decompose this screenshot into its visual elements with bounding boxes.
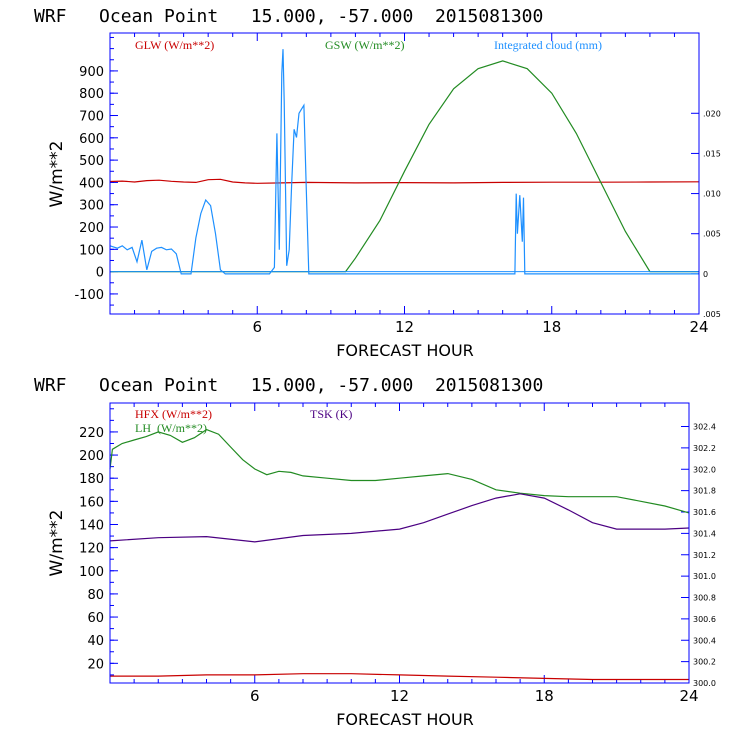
glw-line (109, 178, 700, 184)
lh-line (109, 428, 690, 514)
y-tick-label: 100 (79, 243, 104, 258)
y-tick-label: -100 (74, 288, 104, 303)
gsw-line (110, 60, 699, 273)
cloud-line (109, 49, 699, 275)
panel-1-series (109, 49, 700, 275)
x-tick-label: 24 (679, 687, 698, 705)
panel-1-title: WRF Ocean Point 15.000, -57.000 20150813… (34, 6, 543, 27)
y-tick-label: 900 (79, 65, 104, 80)
y-tick-label: 300 (79, 199, 104, 214)
y-tick-label: 700 (79, 110, 104, 125)
x-tick-label: 12 (390, 687, 409, 705)
y-tick-label: 0 (96, 266, 104, 281)
tsk-line (109, 493, 690, 543)
y2-tick-label: .015 (703, 149, 721, 158)
y2-tick-label: 300.2 (693, 658, 716, 667)
x-tick-label: 18 (535, 687, 554, 705)
y-tick-label: 100 (79, 565, 104, 580)
y2-tick-label: 302.4 (693, 423, 716, 432)
y-tick-label: 140 (79, 518, 104, 533)
panel-1-frame (109, 32, 700, 315)
y2-tick-label: 300.6 (693, 615, 716, 624)
y2-tick-label: .005 (703, 230, 721, 239)
legend-gsw: GSW (W/m**2) (325, 38, 404, 52)
y-tick-label: 220 (79, 426, 104, 441)
legend-tsk: TSK (K) (310, 407, 352, 421)
panel-2-frame (109, 402, 690, 684)
y-tick-label: 200 (79, 449, 104, 464)
x-tick-label: 18 (542, 318, 561, 336)
y2-tick-label: .020 (703, 109, 721, 118)
panel-2-title: WRF Ocean Point 15.000, -57.000 20150813… (34, 375, 543, 396)
y-tick-label: 40 (87, 634, 104, 649)
y2-tick-label: 0 (703, 270, 708, 279)
y-tick-label: 120 (79, 542, 104, 557)
y2-tick-label: .010 (703, 190, 721, 199)
x-tick-label: 6 (250, 687, 260, 705)
y2-tick-label: 301.2 (693, 551, 716, 560)
y-tick-label: 20 (87, 657, 104, 672)
x-tick-label: 12 (395, 318, 414, 336)
panel-1-ylabel: W/m**2 (47, 141, 67, 208)
hfx-line (110, 673, 689, 681)
y-tick-label: 180 (79, 472, 104, 487)
legend-hfx: HFX (W/m**2) (135, 407, 212, 421)
y2-tick-label: 301.6 (693, 508, 716, 517)
y-tick-label: 200 (79, 221, 104, 236)
y-tick-label: 60 (87, 611, 104, 626)
legend-lh: LH (W/m**2) (135, 421, 207, 435)
y2-tick-label: .005 (703, 310, 721, 319)
y-tick-label: 500 (79, 154, 104, 169)
y-tick-label: 80 (87, 588, 104, 603)
y2-tick-label: 301.0 (693, 572, 716, 581)
panel-1-xlabel: FORECAST HOUR (336, 341, 474, 360)
y2-tick-label: 302.2 (693, 444, 716, 453)
x-tick-label: 24 (689, 318, 708, 336)
y2-tick-label: 302.0 (693, 465, 716, 474)
x-tick-label: 6 (252, 318, 262, 336)
panel-2-xlabel: FORECAST HOUR (336, 710, 474, 729)
panel-2-series (109, 428, 690, 681)
y2-tick-label: 300.8 (693, 594, 716, 603)
y2-tick-label: 300.0 (693, 679, 716, 688)
y2-tick-label: 301.8 (693, 487, 716, 496)
y-tick-label: 400 (79, 176, 104, 191)
y2-tick-label: 301.4 (693, 529, 716, 538)
legend-cloud: Integrated cloud (mm) (494, 38, 602, 52)
y-tick-label: 600 (79, 132, 104, 147)
y2-tick-label: 300.4 (693, 636, 716, 645)
panel-2-ylabel: W/m**2 (47, 510, 67, 577)
y-tick-label: 160 (79, 495, 104, 510)
panel-fluxes: WRF Ocean Point 15.000, -57.000 20150813… (34, 375, 716, 729)
panel-radiation: WRF Ocean Point 15.000, -57.000 20150813… (34, 6, 721, 360)
y-tick-label: 800 (79, 87, 104, 102)
legend-glw: GLW (W/m**2) (135, 38, 214, 52)
panel-2-axes: 6 12 18 24 20 40 60 80 100 120 140 160 180 200 220 300.… (79, 403, 716, 705)
panel-1-axes: 6 12 18 24 -100 0 100 200 300 400 500 600 700 800 900.… (74, 33, 721, 336)
